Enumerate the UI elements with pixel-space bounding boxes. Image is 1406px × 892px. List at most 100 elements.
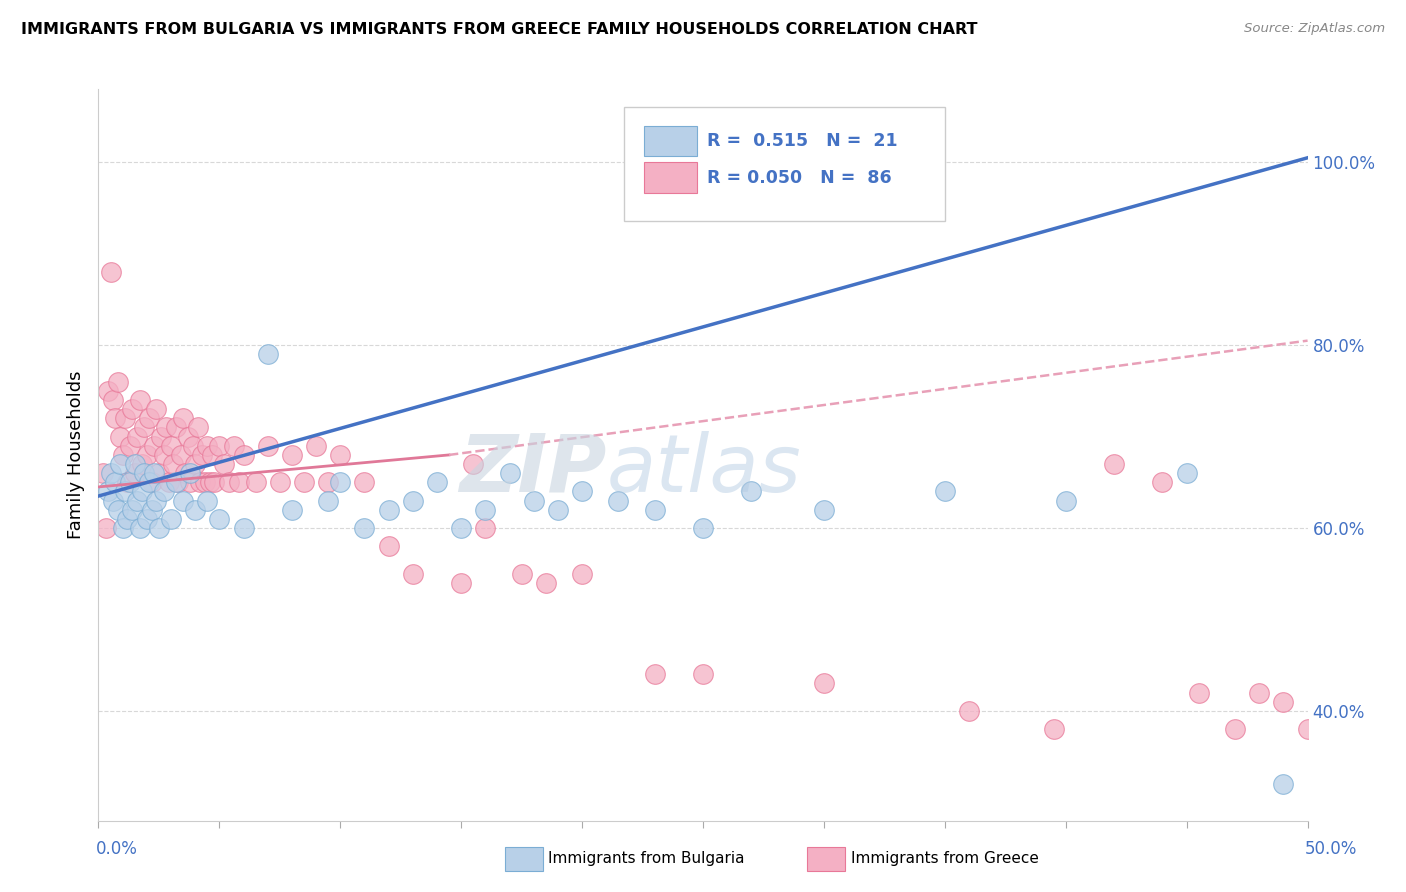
Point [135, 448, 157, 462]
Point [127, 430, 149, 444]
Point [463, 457, 485, 471]
Point [191, 448, 214, 462]
Point [1272, 777, 1295, 791]
Point [1272, 695, 1295, 709]
Text: 50.0%: 50.0% [1305, 840, 1357, 858]
Point [135, 512, 157, 526]
Point [957, 704, 980, 718]
Point [1102, 457, 1125, 471]
Point [121, 402, 143, 417]
Point [377, 503, 399, 517]
Point [222, 439, 245, 453]
Point [194, 475, 217, 490]
Point [160, 512, 183, 526]
Point [145, 493, 167, 508]
Point [305, 439, 328, 453]
FancyBboxPatch shape [624, 108, 945, 221]
Point [498, 466, 520, 480]
Point [117, 512, 139, 526]
Point [148, 466, 170, 480]
Point [124, 457, 146, 471]
Point [571, 566, 593, 581]
Point [141, 475, 163, 490]
Point [571, 484, 593, 499]
Text: Immigrants from Greece: Immigrants from Greece [851, 852, 1039, 866]
Point [152, 484, 174, 499]
Text: atlas: atlas [606, 431, 801, 508]
Point [402, 493, 425, 508]
Point [101, 493, 124, 508]
Point [1223, 723, 1246, 737]
Point [256, 439, 278, 453]
Point [134, 420, 156, 434]
Point [91, 466, 114, 480]
Point [450, 576, 472, 591]
Text: R =  0.515   N =  21: R = 0.515 N = 21 [707, 132, 897, 150]
Point [172, 493, 194, 508]
Point [100, 466, 122, 480]
Point [179, 466, 201, 480]
Point [187, 420, 209, 434]
Point [232, 521, 254, 535]
Point [1320, 713, 1343, 727]
Point [218, 475, 240, 490]
Point [1344, 704, 1367, 718]
Point [167, 475, 190, 490]
Point [281, 448, 304, 462]
Point [134, 466, 156, 480]
Point [474, 503, 496, 517]
Point [198, 475, 221, 490]
FancyBboxPatch shape [644, 126, 697, 156]
Text: IMMIGRANTS FROM BULGARIA VS IMMIGRANTS FROM GREECE FAMILY HOUSEHOLDS CORRELATION: IMMIGRANTS FROM BULGARIA VS IMMIGRANTS F… [21, 22, 977, 37]
Point [169, 448, 191, 462]
Point [450, 521, 472, 535]
Point [118, 475, 141, 490]
Point [104, 411, 127, 425]
Point [143, 439, 166, 453]
Point [1369, 695, 1392, 709]
Y-axis label: Family Households: Family Households [66, 371, 84, 539]
Point [1188, 686, 1211, 700]
Point [181, 439, 204, 453]
Point [316, 475, 339, 490]
Point [124, 466, 146, 480]
Point [813, 676, 835, 690]
Text: Source: ZipAtlas.com: Source: ZipAtlas.com [1244, 22, 1385, 36]
Point [256, 347, 278, 361]
Point [188, 475, 211, 490]
Point [534, 576, 557, 591]
Point [100, 265, 122, 279]
Point [172, 411, 194, 425]
Point [692, 667, 714, 681]
Point [1042, 723, 1064, 737]
Point [97, 384, 120, 398]
Point [138, 475, 160, 490]
Point [204, 475, 226, 490]
Point [162, 457, 184, 471]
Point [208, 512, 231, 526]
Point [184, 503, 207, 517]
Point [377, 539, 399, 553]
Point [1175, 466, 1198, 480]
Point [353, 521, 375, 535]
Point [510, 566, 533, 581]
Point [148, 521, 170, 535]
Point [121, 503, 143, 517]
Point [1393, 723, 1406, 737]
Point [138, 411, 160, 425]
Point [179, 475, 201, 490]
Point [934, 484, 956, 499]
Point [117, 475, 139, 490]
Point [127, 493, 149, 508]
Point [94, 521, 117, 535]
Point [184, 457, 207, 471]
Point [523, 493, 546, 508]
Point [212, 457, 235, 471]
Point [114, 411, 136, 425]
Text: Immigrants from Bulgaria: Immigrants from Bulgaria [548, 852, 745, 866]
Point [316, 493, 339, 508]
Point [813, 503, 835, 517]
Point [353, 475, 375, 490]
Point [1296, 723, 1319, 737]
Point [118, 439, 141, 453]
